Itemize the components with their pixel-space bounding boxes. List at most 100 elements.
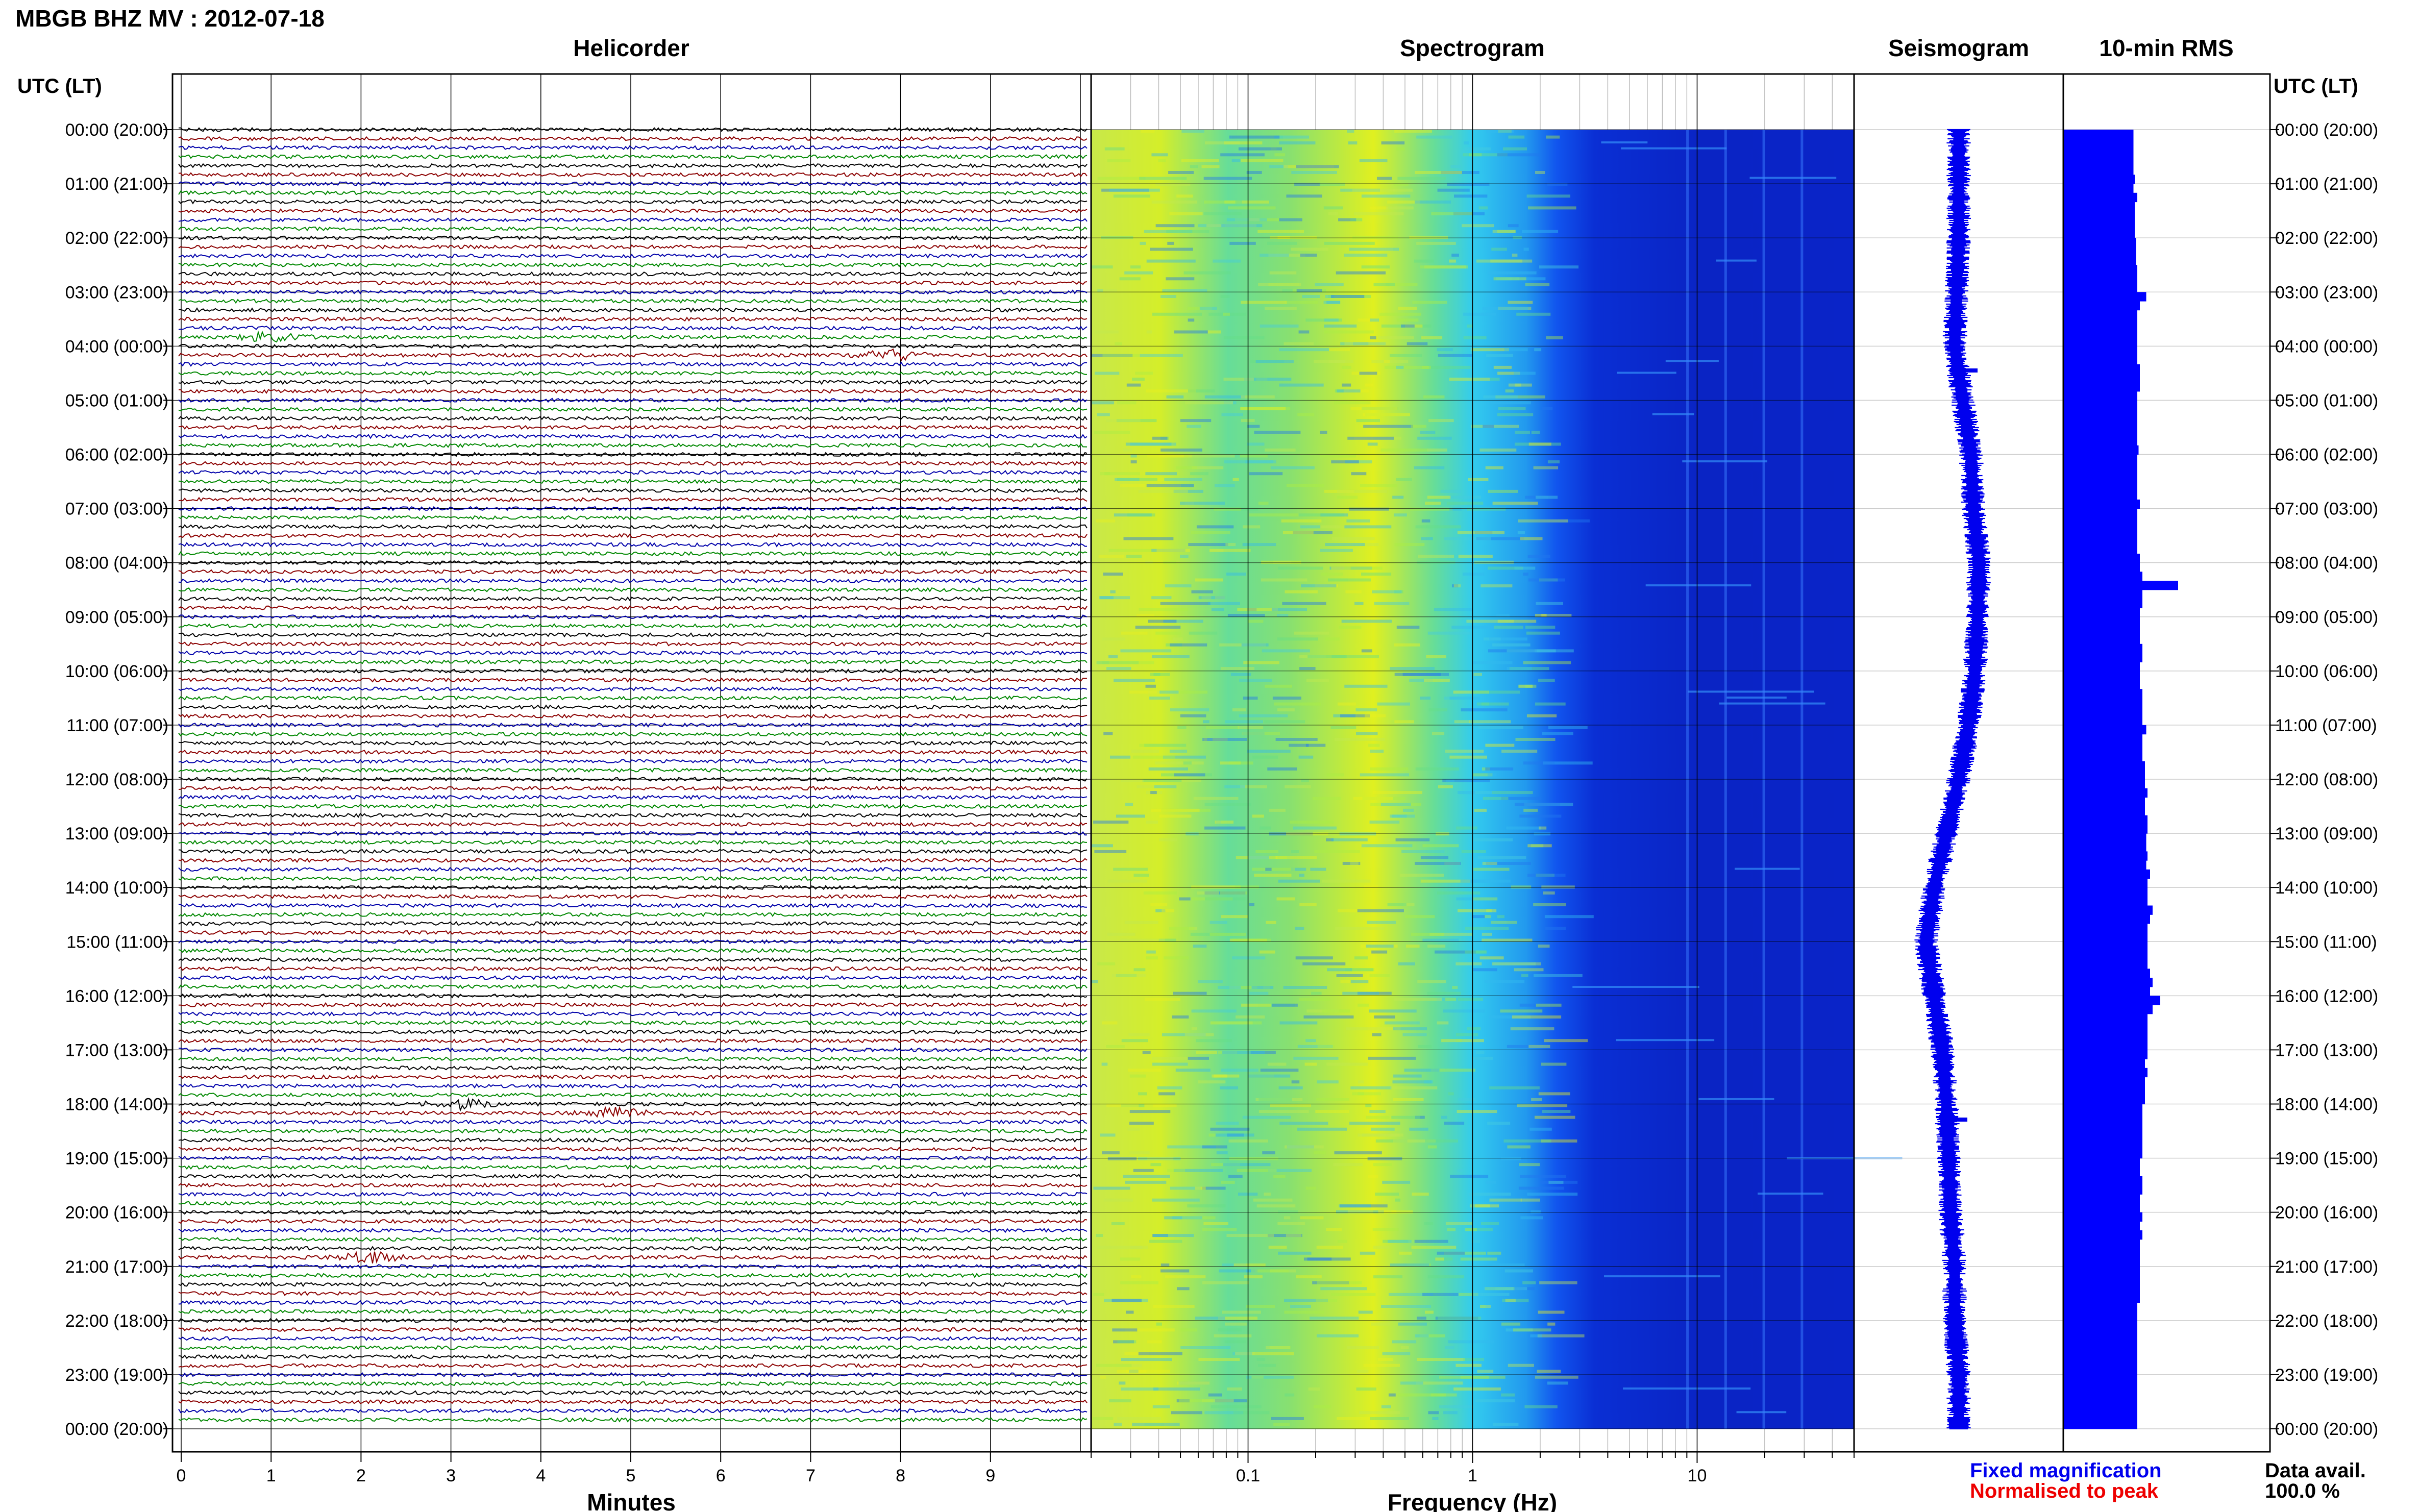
- spectrogram-stripe: [1362, 407, 1398, 410]
- helicorder-trace: [178, 1020, 1088, 1026]
- spectrogram-stripe: [1293, 531, 1332, 534]
- spectrogram-stripe: [1315, 1110, 1349, 1113]
- spectrogram-stripe: [1473, 968, 1497, 972]
- data-avail-value: 100.0 %: [2265, 1480, 2340, 1502]
- spectrogram-stripe: [1604, 1275, 1720, 1278]
- spectrogram-stripe: [1351, 371, 1380, 375]
- spectrogram-stripe: [1242, 1116, 1291, 1119]
- spectrogram-stripe: [1238, 726, 1264, 729]
- spectrogram-stripe: [1107, 159, 1131, 162]
- helicorder-trace: [178, 930, 1088, 935]
- spectrogram-stripe: [1248, 619, 1264, 623]
- spectrogram-stripe: [1187, 1204, 1226, 1208]
- spectrogram-stripe: [1371, 1127, 1395, 1131]
- spectrogram-stripe: [1458, 555, 1493, 558]
- spectrogram-stripe: [1211, 1405, 1262, 1408]
- spectrogram-stripe: [1452, 986, 1458, 989]
- spectrogram-stripe: [1374, 1015, 1395, 1019]
- spectrogram-stripe: [1286, 194, 1322, 198]
- spectrogram-stripe: [1370, 318, 1379, 322]
- spectrogram-stripe: [1204, 395, 1245, 399]
- spectrogram-stripe: [1121, 1387, 1158, 1391]
- spectrogram-stripe: [1109, 1399, 1131, 1403]
- spectrogram-stripe: [1443, 1411, 1458, 1415]
- spectrogram-stripe: [1125, 1180, 1167, 1184]
- spectrogram-stripe: [1100, 1375, 1106, 1379]
- spectrogram-stripe: [1204, 826, 1246, 830]
- spectrogram-stripe: [1176, 466, 1197, 469]
- spectrogram-stripe: [1388, 1240, 1412, 1243]
- spectrogram-stripe: [1382, 1180, 1411, 1184]
- spectrogram-stripe: [1292, 289, 1337, 292]
- spectrogram-stripe: [1449, 507, 1462, 511]
- spectrogram-stripe: [1305, 1186, 1316, 1190]
- frequency-axis-label: Frequency (Hz): [1388, 1489, 1557, 1512]
- time-label-left: 11:00 (07:00): [66, 716, 168, 735]
- spectrogram-stripe: [1513, 236, 1522, 239]
- spectrogram-stripe: [1179, 1399, 1214, 1403]
- rms-bar: [2063, 572, 2142, 581]
- spectrogram-stripe: [1490, 378, 1500, 381]
- spectrogram-stripe: [1223, 401, 1237, 405]
- spectrogram-stripe: [1528, 1045, 1550, 1048]
- spectrogram-stripe: [1406, 342, 1428, 345]
- rms-bar: [2063, 1203, 2140, 1213]
- spectrogram-stripe: [1505, 1328, 1533, 1332]
- rms-bar: [2063, 1158, 2140, 1168]
- spectrogram-stripe: [1468, 478, 1489, 481]
- helicorder-trace: [179, 388, 1088, 394]
- spectrogram-stripe: [1227, 1133, 1244, 1137]
- spectrogram-stripe: [1203, 1222, 1228, 1225]
- spectrogram-stripe: [1486, 354, 1513, 357]
- spectrogram-stripe: [1435, 1257, 1444, 1261]
- spectrogram-stripe: [1381, 324, 1431, 328]
- spectrogram-stripe: [1373, 283, 1395, 286]
- spectrogram-stripe: [1482, 932, 1492, 936]
- spectrogram-stripe: [1121, 1039, 1148, 1043]
- spectrogram-stripe: [1528, 442, 1551, 446]
- spectrogram-stripe: [1543, 761, 1593, 765]
- spectrogram-stripe: [1202, 1145, 1227, 1149]
- spectrogram-stripe: [1466, 1228, 1493, 1231]
- spectrogram-stripe: [1537, 1370, 1561, 1373]
- spectrogram-stripe: [1480, 1305, 1491, 1308]
- spectrogram-stripe: [1380, 803, 1411, 806]
- spectrogram-stripe: [1123, 1175, 1170, 1178]
- spectrogram-stripe: [1275, 856, 1317, 859]
- spectrogram-stripe: [1370, 750, 1384, 753]
- spectrogram-stripe: [1113, 1340, 1134, 1344]
- spectrogram-stripe: [1251, 1375, 1264, 1379]
- helicorder-trace: [178, 1308, 1088, 1315]
- spectrogram-stripe: [1115, 478, 1140, 481]
- spectrogram-stripe: [1286, 1234, 1302, 1237]
- spectrogram-stripe: [1272, 1003, 1298, 1007]
- spectrogram-stripe: [1487, 1122, 1511, 1125]
- rms-bar: [2063, 752, 2142, 762]
- spectrogram-stripe: [1157, 1086, 1182, 1089]
- spectrogram-stripe: [1324, 489, 1354, 493]
- spectrogram-stripe: [1322, 1009, 1350, 1013]
- spectrogram-stripe: [1497, 153, 1540, 157]
- minute-tick-label: 9: [985, 1466, 995, 1485]
- spectrogram-stripe: [1214, 1334, 1252, 1337]
- helicorder-trace: [178, 253, 1088, 259]
- rms-bar: [2063, 608, 2140, 617]
- spectrogram-stripe: [1488, 649, 1537, 653]
- spectrogram-stripe: [1409, 1127, 1428, 1131]
- rms-bar: [2063, 1023, 2148, 1032]
- time-label-left: 19:00 (15:00): [65, 1149, 168, 1169]
- spectrogram-stripe: [1257, 230, 1304, 233]
- spectrogram-stripe: [1106, 1045, 1125, 1048]
- spectrogram-stripe: [1422, 844, 1459, 848]
- rms-bar: [2063, 788, 2148, 798]
- rms-bar: [2063, 851, 2148, 861]
- spectrogram-stripe: [1342, 383, 1351, 387]
- spectrogram-stripe: [1427, 1145, 1437, 1149]
- spectrogram-stripe: [1465, 927, 1509, 930]
- helicorder-trace: [178, 1300, 1088, 1305]
- spectrogram-stripe: [1254, 874, 1292, 877]
- spectrogram-stripe: [1214, 507, 1242, 511]
- spectrogram-stripe: [1378, 1210, 1397, 1213]
- spectrogram-stripe: [1390, 667, 1435, 671]
- rms-bar: [2063, 896, 2148, 906]
